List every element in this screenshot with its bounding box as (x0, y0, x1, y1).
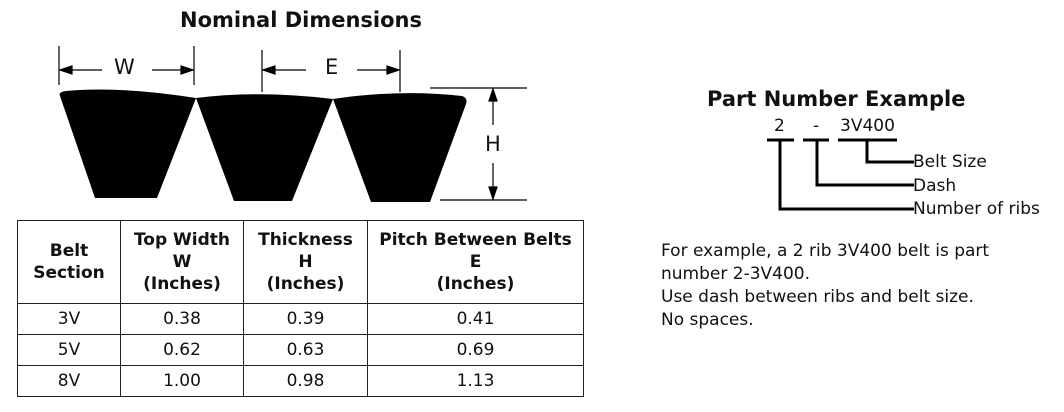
description-line: number 2-3V400. (661, 264, 810, 284)
part-example-description: For example, a 2 rib 3V400 belt is part … (661, 240, 989, 332)
table-header-row: Belt Section Top Width W (Inches) Thickness… (17, 220, 584, 304)
cell: 0.38 (120, 303, 244, 335)
label-number-of-ribs: Number of ribs (913, 199, 1040, 219)
e-label: E (325, 55, 339, 79)
cell: 0.62 (120, 334, 244, 366)
cell: 3V (17, 303, 121, 335)
dimensions-table: Belt Section Top Width W (Inches) Thickness… (17, 220, 584, 397)
h-label: H (485, 132, 501, 156)
description-line: Use dash between ribs and belt size. (661, 287, 974, 307)
header-thickness: Thickness H (Inches) (243, 220, 368, 304)
part-example-title: Part Number Example (707, 87, 966, 111)
table-row: 8V 1.00 0.98 1.13 (17, 365, 584, 397)
part-dash: - (813, 116, 820, 136)
header-pitch: Pitch Between Belts E (Inches) (367, 220, 584, 304)
cell: 1.00 (120, 365, 244, 397)
cell: 1.13 (367, 365, 584, 397)
belt-shapes (59, 89, 467, 202)
part-size: 3V400 (840, 116, 895, 136)
belt-rib-3 (333, 93, 467, 202)
table-row: 5V 0.62 0.63 0.69 (17, 334, 584, 366)
w-label: W (114, 55, 135, 79)
header-belt-section: Belt Section (17, 220, 121, 304)
part-ribs: 2 (774, 116, 785, 136)
belt-cross-section-diagram (58, 46, 527, 202)
table-row: 3V 0.38 0.39 0.41 (17, 303, 584, 335)
label-dash: Dash (913, 176, 957, 196)
diagram-title: Nominal Dimensions (180, 8, 422, 32)
part-number-leader-lines (767, 138, 914, 211)
cell: 0.39 (243, 303, 368, 335)
description-line: For example, a 2 rib 3V400 belt is part (661, 241, 990, 261)
cell: 8V (17, 365, 121, 397)
header-top-width: Top Width W (Inches) (120, 220, 244, 304)
cell: 0.63 (243, 334, 368, 366)
belt-rib-2 (196, 94, 333, 201)
cell: 0.69 (367, 334, 584, 366)
cell: 0.98 (243, 365, 368, 397)
description-line: No spaces. (661, 310, 754, 330)
belt-rib-1 (59, 89, 196, 198)
label-belt-size: Belt Size (913, 152, 987, 172)
cell: 5V (17, 334, 121, 366)
cell: 0.41 (367, 303, 584, 335)
